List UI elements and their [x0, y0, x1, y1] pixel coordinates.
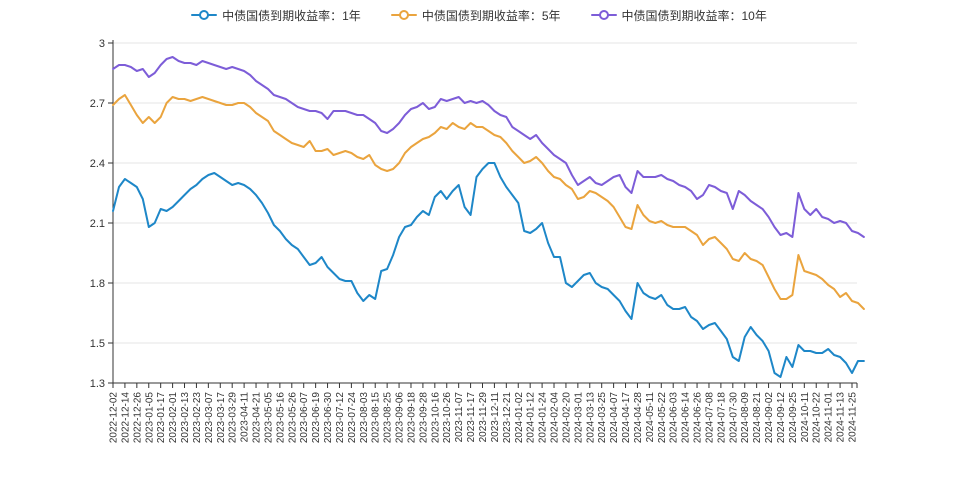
x-axis-label: 2024-03-01	[573, 392, 584, 444]
x-axis-label: 2023-09-28	[418, 392, 429, 444]
legend-item-1y[interactable]: 中债国债到期收益率：1年	[191, 7, 361, 24]
y-axis-label: 1.8	[90, 278, 105, 290]
x-axis-label: 2023-07-24	[347, 392, 358, 444]
y-axis-label: 2.4	[90, 158, 105, 170]
x-axis-label: 2023-03-07	[204, 392, 215, 444]
x-axis-label: 2023-06-30	[323, 392, 334, 444]
x-axis-label: 2023-02-13	[180, 392, 191, 444]
x-axis-label: 2024-05-22	[657, 392, 668, 444]
series-line-5y	[112, 94, 865, 310]
x-axis-label: 2023-10-26	[442, 392, 453, 444]
x-axis-label: 2023-11-07	[454, 392, 465, 443]
legend-item-label: 中债国债到期收益率：1年	[222, 8, 361, 23]
x-axis-label: 2024-07-30	[728, 392, 739, 444]
x-axis-label: 2024-09-25	[788, 392, 799, 444]
x-axis-label: 2024-01-02	[514, 392, 525, 444]
x-axis-label: 2023-01-05	[144, 392, 155, 444]
x-axis-label: 2024-11-13	[836, 392, 847, 443]
x-axis-label: 2023-11-17	[466, 392, 477, 443]
line-circle-marker-icon	[191, 9, 218, 21]
x-axis-label: 2022-12-02	[109, 392, 120, 444]
y-axis-label: 1.5	[90, 338, 105, 350]
y-axis-label: 3	[99, 38, 105, 50]
line-circle-marker-icon	[590, 9, 617, 21]
x-axis-label: 2024-03-25	[597, 392, 608, 444]
x-axis-label: 2024-06-26	[693, 392, 704, 444]
x-axis-label: 2023-05-26	[287, 392, 298, 444]
x-axis-label: 2024-08-09	[740, 392, 751, 444]
x-axis-label: 2024-01-24	[538, 392, 549, 444]
y-axis-label: 2.1	[90, 218, 105, 230]
x-axis-label: 2023-12-21	[502, 392, 513, 444]
x-axis-label: 2023-03-17	[216, 392, 227, 444]
x-axis-label: 2024-02-20	[561, 392, 572, 444]
x-axis-label: 2023-09-18	[406, 392, 417, 444]
legend-item-label: 中债国债到期收益率：5年	[421, 8, 561, 23]
x-axis-label: 2023-12-11	[490, 392, 501, 443]
y-axis-label: 1.3	[90, 378, 105, 390]
x-axis-label: 2023-08-15	[371, 392, 382, 444]
x-axis-label: 2024-06-14	[681, 392, 692, 444]
x-axis-label: 2024-10-11	[800, 392, 811, 443]
x-axis-label: 2023-09-06	[395, 392, 406, 444]
x-axis-label: 2024-09-12	[776, 392, 787, 444]
legend-item-10y[interactable]: 中债国债到期收益率：10年	[590, 7, 767, 24]
x-axis-label: 2024-05-11	[645, 392, 656, 443]
x-axis-label: 2024-08-21	[752, 392, 763, 444]
x-axis-label: 2024-07-18	[716, 392, 727, 444]
x-axis-label: 2024-09-02	[764, 392, 775, 444]
x-axis-label: 2023-08-25	[383, 392, 394, 444]
x-axis-label: 2024-01-12	[526, 392, 537, 444]
x-axis-label: 2023-10-16	[430, 392, 441, 444]
series-line-10y	[112, 56, 865, 238]
x-axis-label: 2024-04-28	[633, 392, 644, 444]
x-axis-label: 2022-12-26	[132, 392, 143, 444]
legend-item-5y[interactable]: 中债国债到期收益率：5年	[390, 7, 561, 24]
x-axis-label: 2023-08-03	[359, 392, 370, 444]
x-axis-label: 2024-04-17	[621, 392, 632, 444]
x-axis-label: 2024-04-07	[609, 392, 620, 444]
y-axis-label: 2.7	[90, 98, 105, 110]
legend-item-label: 中债国债到期收益率：10年	[621, 8, 767, 23]
x-axis-label: 2023-01-17	[156, 392, 167, 444]
x-axis-label: 2023-03-29	[228, 392, 239, 444]
x-axis-label: 2023-04-21	[252, 392, 263, 444]
x-axis-label: 2024-07-08	[704, 392, 715, 444]
x-axis-label: 2023-04-11	[240, 392, 251, 443]
series-line-1y	[112, 162, 865, 378]
x-axis-label: 2023-11-29	[478, 392, 489, 443]
x-axis-label: 2024-06-03	[669, 392, 680, 444]
line-circle-marker-icon	[390, 9, 417, 21]
x-axis-label: 2023-05-05	[263, 392, 274, 444]
x-axis-label: 2024-02-04	[550, 392, 561, 444]
x-axis-label: 2022-12-14	[120, 392, 131, 444]
x-axis-label: 2023-06-19	[311, 392, 322, 444]
x-axis-label: 2023-02-23	[192, 392, 203, 444]
x-axis-label: 2024-11-25	[848, 392, 859, 443]
legend: 中债国债到期收益率：1年 中债国债到期收益率：5年 中债国债到期收益率：10年	[0, 6, 958, 24]
x-axis-label: 2023-07-12	[335, 392, 346, 444]
x-axis-label: 2023-06-07	[299, 392, 310, 444]
x-axis-label: 2024-10-22	[812, 392, 823, 444]
x-axis-label: 2024-03-13	[585, 392, 596, 444]
x-axis-label: 2023-05-16	[275, 392, 286, 444]
x-axis-label: 2024-11-01	[824, 392, 835, 443]
x-axis-label: 2023-02-01	[168, 392, 179, 444]
